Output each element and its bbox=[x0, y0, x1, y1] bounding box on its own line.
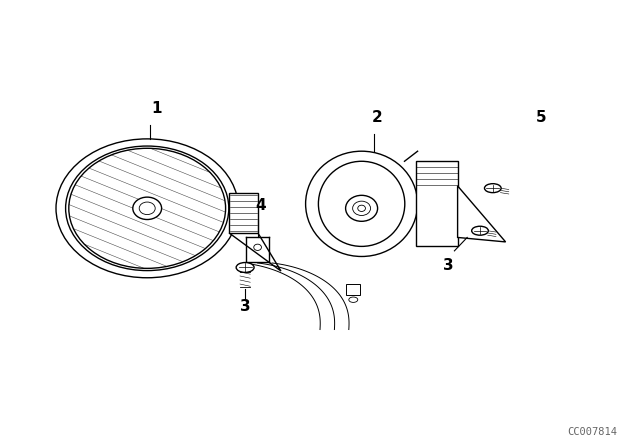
Ellipse shape bbox=[306, 151, 417, 256]
Ellipse shape bbox=[66, 146, 229, 271]
Ellipse shape bbox=[56, 139, 239, 278]
Ellipse shape bbox=[349, 297, 358, 302]
Ellipse shape bbox=[472, 226, 488, 235]
Bar bbox=[229, 193, 258, 233]
Ellipse shape bbox=[319, 161, 404, 246]
Ellipse shape bbox=[133, 197, 162, 220]
Polygon shape bbox=[458, 186, 506, 242]
Ellipse shape bbox=[484, 184, 501, 193]
Text: 1: 1 bbox=[152, 102, 162, 116]
Ellipse shape bbox=[69, 148, 226, 268]
Text: 4: 4 bbox=[255, 198, 266, 213]
Text: 2: 2 bbox=[372, 111, 383, 125]
Ellipse shape bbox=[346, 195, 378, 221]
Text: 3: 3 bbox=[443, 258, 453, 272]
Ellipse shape bbox=[140, 202, 156, 215]
Ellipse shape bbox=[236, 263, 254, 272]
Ellipse shape bbox=[353, 201, 371, 215]
Text: 5: 5 bbox=[536, 111, 546, 125]
Text: CC007814: CC007814 bbox=[568, 427, 618, 437]
Ellipse shape bbox=[254, 244, 262, 250]
Text: 3: 3 bbox=[240, 299, 250, 314]
Ellipse shape bbox=[358, 205, 365, 211]
Polygon shape bbox=[229, 233, 281, 271]
Bar bbox=[346, 284, 360, 295]
Bar bbox=[416, 161, 458, 246]
